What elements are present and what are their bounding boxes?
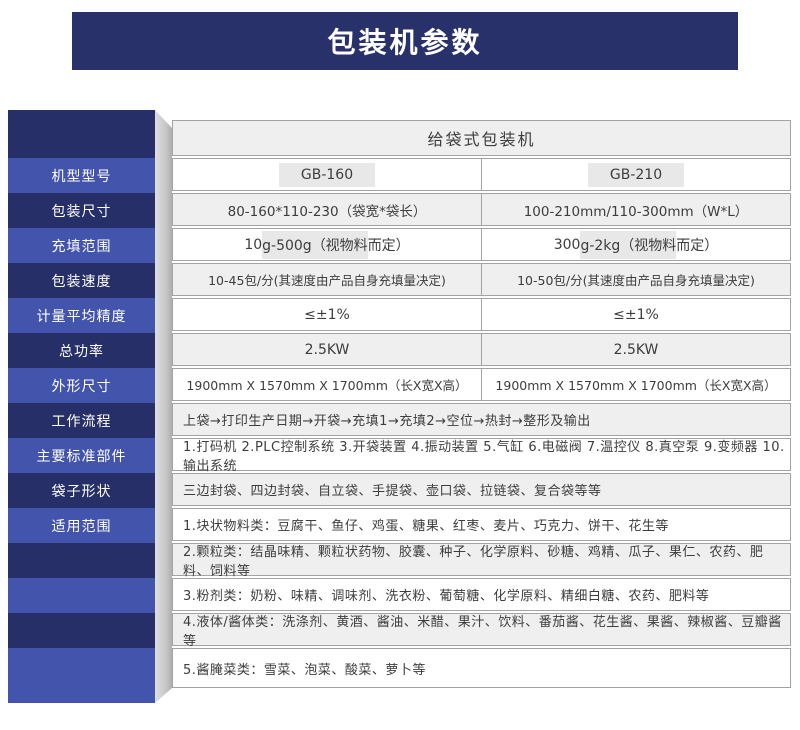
row-model: GB-160 GB-210: [172, 158, 791, 191]
sidebar-row-pack-speed: 包装速度: [8, 263, 155, 298]
sidebar-row-dimensions: 外形尺寸: [8, 368, 155, 403]
fill-range-gb160: 10 g-500g（视物料 而定）: [173, 229, 482, 260]
title-banner: 包装机参数: [72, 12, 738, 70]
fill-range-gb160-hl: g-500g（视物料: [262, 230, 368, 259]
sidebar: 机型型号 包装尺寸 充填范围 包装速度 计量平均精度 总功率 外形尺寸 工作流程…: [8, 110, 155, 703]
sidebar-row-model: 机型型号: [8, 158, 155, 193]
row-pack-speed: 10-45包/分(其速度由产品自身充填量决定) 10-50包/分(其速度由产品自…: [172, 263, 791, 296]
row-bag-shape: 三边封袋、四边封袋、自立袋、手提袋、壶口袋、拉链袋、复合袋等等: [172, 473, 791, 506]
fill-range-gb210-post: 而定）: [676, 237, 719, 254]
sidebar-row-bag-shape: 袋子形状: [8, 473, 155, 508]
scope-4-value: 4.液体/酱体类：洗涤剂、黄酒、酱油、米醋、果汁、饮料、番茄酱、花生酱、果酱、辣…: [183, 614, 782, 649]
pack-speed-gb160: 10-45包/分(其速度由产品自身充填量决定): [173, 264, 482, 295]
model-gb160-cell: GB-160: [173, 159, 482, 190]
power-gb160: 2.5KW: [173, 334, 482, 365]
components-value: 1.打码机 2.PLC控制系统 3.开袋装置 4.振动装置 5.气缸 6.电磁阀…: [183, 439, 785, 474]
fill-range-gb210: 300 g-2kg（视物料 而定）: [482, 229, 790, 260]
scope-1-value: 1.块状物料类：豆腐干、鱼仔、鸡蛋、糖果、红枣、麦片、巧克力、饼干、花生等: [183, 519, 669, 534]
row-workflow: 上袋→打印生产日期→开袋→充填1→充填2→空位→热封→整形及输出: [172, 403, 791, 436]
precision-gb160: ≤±1%: [173, 299, 482, 330]
sidebar-row-pack-size: 包装尺寸: [8, 193, 155, 228]
sidebar-row-precision: 计量平均精度: [8, 298, 155, 333]
sidebar-row-fill-range: 充填范围: [8, 228, 155, 263]
row-fill-range: 10 g-500g（视物料 而定） 300 g-2kg（视物料 而定）: [172, 228, 791, 261]
fill-range-gb210-hl: g-2kg（视物料: [580, 230, 677, 259]
row-pack-size: 80-160*110-230（袋宽*袋长） 100-210mm/110-300m…: [172, 193, 791, 226]
fill-range-gb160-post: 而定）: [367, 237, 410, 254]
table-header-row: 给袋式包装机: [172, 120, 791, 156]
row-scope-3: 3.粉剂类：奶粉、味精、调味剂、洗衣粉、葡萄糖、化学原料、精细白糖、农药、肥料等: [172, 578, 791, 611]
pack-size-gb210: 100-210mm/110-300mm（W*L）: [523, 203, 749, 220]
sidebar-row-header: [8, 110, 155, 158]
fill-range-gb160-pre: 10: [244, 236, 263, 253]
scope-3-value: 3.粉剂类：奶粉、味精、调味剂、洗衣粉、葡萄糖、化学原料、精细白糖、农药、肥料等: [183, 589, 710, 604]
scope-2-value: 2.颗粒类：结晶味精、颗粒状药物、胶囊、种子、化学原料、砂糖、鸡精、瓜子、果仁、…: [183, 544, 764, 579]
sidebar-row-scope: 适用范围: [8, 508, 155, 543]
pack-speed-gb210: 10-50包/分(其速度由产品自身充填量决定): [517, 273, 755, 288]
page-title: 包装机参数: [327, 26, 483, 59]
pack-size-gb160: 80-160*110-230（袋宽*袋长）: [173, 194, 482, 225]
dimensions-gb160: 1900mm X 1570mm X 1700mm（长X宽X高）: [173, 369, 482, 400]
precision-gb210: ≤±1%: [613, 306, 659, 323]
workflow-value: 上袋→打印生产日期→开袋→充填1→充填2→空位→热封→整形及输出: [183, 414, 591, 429]
scope-5-value: 5.酱腌菜类：雪菜、泡菜、酸菜、萝卜等: [183, 662, 426, 678]
sidebar-row-workflow: 工作流程: [8, 403, 155, 438]
row-scope-4: 4.液体/酱体类：洗涤剂、黄酒、酱油、米醋、果汁、饮料、番茄酱、花生酱、果酱、辣…: [172, 613, 791, 649]
model-gb210-value: GB-210: [587, 162, 685, 187]
bag-shape-value: 三边封袋、四边封袋、自立袋、手提袋、壶口袋、拉链袋、复合袋等等: [183, 484, 602, 499]
dimensions-gb210: 1900mm X 1570mm X 1700mm（长X宽X高）: [495, 378, 777, 393]
spec-table: 给袋式包装机 GB-160 GB-210 80-160*110-230（袋宽*袋…: [172, 120, 791, 688]
sidebar-row-spacer-1: [8, 543, 155, 578]
row-components: 1.打码机 2.PLC控制系统 3.开袋装置 4.振动装置 5.气缸 6.电磁阀…: [172, 438, 791, 474]
sidebar-row-spacer-3: [8, 613, 155, 648]
sidebar-row-power: 总功率: [8, 333, 155, 368]
row-scope-2: 2.颗粒类：结晶味精、颗粒状药物、胶囊、种子、化学原料、砂糖、鸡精、瓜子、果仁、…: [172, 543, 791, 579]
row-scope-5: 5.酱腌菜类：雪菜、泡菜、酸菜、萝卜等: [172, 648, 791, 688]
fill-range-gb210-pre: 300: [553, 236, 581, 253]
sidebar-row-spacer-4: [8, 648, 155, 703]
row-power: 2.5KW 2.5KW: [172, 333, 791, 366]
row-precision: ≤±1% ≤±1%: [172, 298, 791, 331]
sidebar-fold-spine: [155, 110, 172, 703]
row-scope-1: 1.块状物料类：豆腐干、鱼仔、鸡蛋、糖果、红枣、麦片、巧克力、饼干、花生等: [172, 508, 791, 541]
model-gb210-cell: GB-210: [482, 159, 790, 190]
sidebar-row-components: 主要标准部件: [8, 438, 155, 473]
model-gb160-value: GB-160: [278, 162, 376, 187]
sidebar-row-spacer-2: [8, 578, 155, 613]
machine-type-title: 给袋式包装机: [427, 130, 536, 149]
power-gb210: 2.5KW: [613, 341, 659, 358]
row-dimensions: 1900mm X 1570mm X 1700mm（长X宽X高） 1900mm X…: [172, 368, 791, 401]
